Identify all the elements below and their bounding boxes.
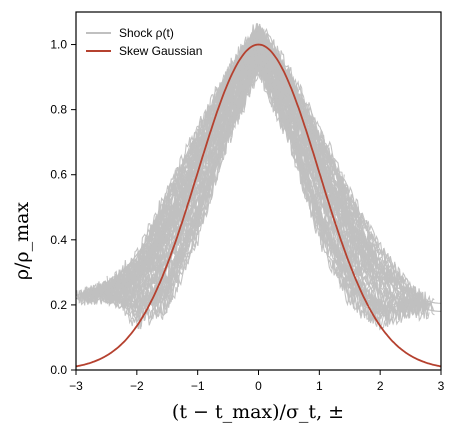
y-tick-label: 0.2 <box>50 298 67 312</box>
x-tick-label: −1 <box>191 379 205 393</box>
shock-curve <box>134 58 410 314</box>
shock-curve <box>153 49 379 287</box>
y-tick-label: 0.8 <box>50 103 67 117</box>
x-tick-label: −3 <box>69 379 83 393</box>
y-tick-label: 0.0 <box>50 363 67 377</box>
y-axis: 0.0 0.2 0.4 0.6 0.8 1.0 <box>50 38 76 377</box>
shock-curve <box>139 39 388 287</box>
shock-curve <box>110 23 363 288</box>
shock-curves-group <box>75 23 442 331</box>
shock-curve <box>148 24 363 237</box>
y-tick-label: 0.4 <box>50 233 67 247</box>
x-axis: −3 −2 −1 0 1 2 3 <box>69 370 445 393</box>
shock-curve <box>125 68 378 330</box>
legend: Shock ρ(t) Skew Gaussian <box>86 26 202 58</box>
skew-gaussian-group <box>75 43 442 368</box>
x-tick-label: 3 <box>438 379 445 393</box>
y-tick-label: 1.0 <box>50 38 67 52</box>
y-tick-label: 0.6 <box>50 168 67 182</box>
shock-curve <box>75 207 168 299</box>
shock-curve <box>355 229 442 312</box>
shock-curve <box>124 32 351 288</box>
legend-gauss-label: Skew Gaussian <box>119 44 202 58</box>
shock-curve <box>147 63 366 320</box>
x-tick-label: 1 <box>316 379 323 393</box>
shock-curve <box>75 203 168 296</box>
legend-shock-label: Shock ρ(t) <box>119 26 174 40</box>
x-tick-label: −2 <box>130 379 144 393</box>
shock-curve <box>355 221 442 304</box>
x-tick-label: 2 <box>377 379 384 393</box>
skew-gaussian-line <box>75 43 442 368</box>
x-axis-label: (t − t_max)/σ_t, ± <box>172 401 344 423</box>
x-tick-label: 0 <box>255 379 262 393</box>
y-axis-label: ρ/ρ_max <box>11 202 33 281</box>
